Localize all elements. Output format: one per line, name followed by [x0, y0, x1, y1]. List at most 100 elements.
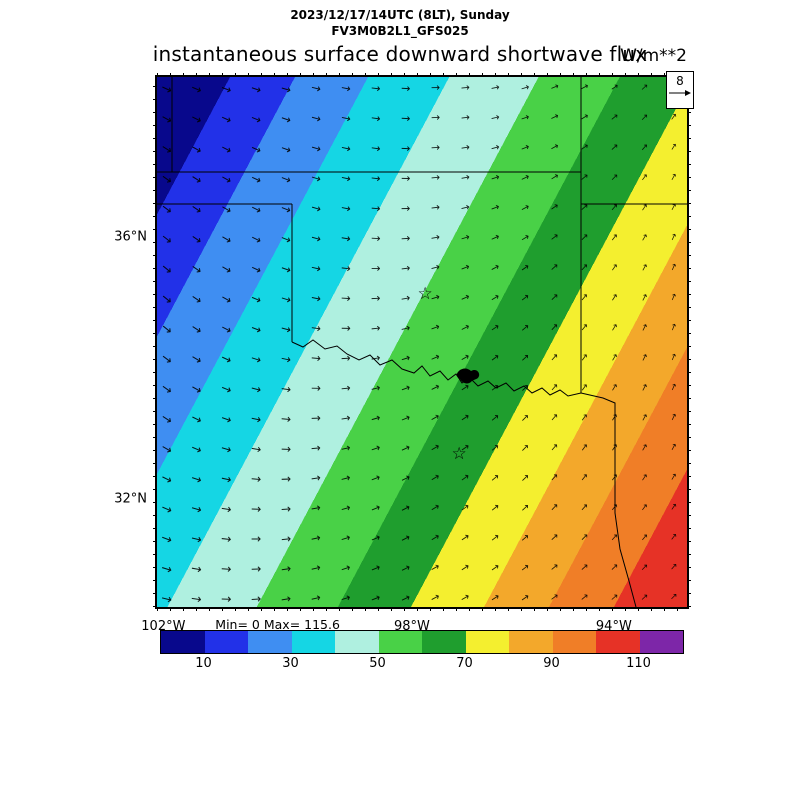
- wind-arrow: →: [578, 170, 592, 185]
- colorbar-segment: [596, 631, 640, 653]
- wind-arrow: →: [460, 110, 471, 125]
- wind-arrow: →: [398, 560, 413, 577]
- wind-arrow: →: [370, 80, 382, 96]
- wind-arrow: →: [159, 560, 174, 579]
- wind-arrow: →: [488, 320, 503, 336]
- wind-arrow: →: [370, 170, 382, 186]
- colorbar-segment: [552, 631, 596, 653]
- wind-arrow: →: [638, 201, 652, 214]
- wind-arrow: →: [548, 80, 562, 95]
- wind-arrow: →: [309, 470, 322, 486]
- wind-arrow: →: [668, 411, 681, 423]
- wind-arrow: →: [457, 499, 473, 516]
- wind-arrow: →: [489, 141, 502, 155]
- wind-arrow: →: [638, 80, 652, 95]
- wind-arrow: →: [339, 200, 353, 216]
- wind-arrow: →: [280, 561, 293, 577]
- wind-arrow: →: [188, 169, 206, 188]
- wind-arrow: →: [400, 261, 412, 276]
- wind-arrow: →: [189, 530, 204, 548]
- wind-arrow: →: [340, 380, 352, 396]
- wind-arrow: →: [547, 410, 562, 425]
- wind-arrow: →: [370, 230, 381, 246]
- wind-arrow: →: [218, 259, 235, 278]
- wind-arrow: →: [578, 200, 592, 215]
- wind-arrow: →: [518, 170, 532, 186]
- wind-arrow: →: [577, 260, 592, 275]
- colorbar-tick-label: 70: [456, 656, 473, 671]
- header-datetime: 2023/12/17/14UTC (8LT), Sunday: [290, 8, 510, 22]
- wind-arrow: →: [249, 380, 263, 398]
- wind-arrow: →: [460, 80, 471, 95]
- wind-arrow: →: [248, 110, 264, 128]
- wind-arrow: →: [279, 320, 293, 338]
- wind-arrow: →: [457, 409, 473, 426]
- colorbar-tick-label: 50: [369, 656, 386, 671]
- wind-arrow: →: [488, 410, 503, 426]
- wind-arrow: →: [578, 80, 592, 95]
- colorbar-tick-label: 90: [543, 656, 560, 671]
- wind-arrow: →: [430, 170, 441, 185]
- wind-arrow: →: [157, 200, 176, 219]
- wind-arrow: →: [250, 471, 262, 487]
- wind-arrow: →: [339, 440, 352, 456]
- wind-arrow: →: [668, 590, 681, 604]
- wind-arrow: →: [248, 260, 264, 278]
- wind-arrow: →: [400, 141, 411, 156]
- wind-arrow: →: [488, 290, 503, 306]
- wind-arrow: →: [547, 470, 562, 485]
- wind-arrow: →: [577, 351, 592, 365]
- wind-arrow: →: [668, 291, 681, 303]
- wind-arrow: →: [398, 500, 413, 517]
- wind-arrow: →: [188, 319, 206, 338]
- wind-arrow: →: [638, 381, 652, 394]
- wind-arrow: →: [518, 530, 533, 546]
- wind-arrow: →: [278, 140, 294, 158]
- wind-arrow: →: [668, 531, 681, 544]
- wind-arrow: →: [310, 380, 322, 396]
- axis-ticks-left: [153, 77, 157, 607]
- wind-arrow: →: [638, 560, 652, 575]
- wind-arrow: →: [188, 409, 205, 428]
- y-axis-label: 32°N: [114, 491, 147, 507]
- page-title: instantaneous surface downward shortwave…: [152, 42, 648, 66]
- wind-reference-value: 8: [676, 74, 684, 88]
- wind-arrow: →: [309, 290, 323, 306]
- colorbar: [160, 630, 684, 654]
- wind-arrow: →: [189, 499, 204, 518]
- wind-arrow: →: [310, 320, 322, 336]
- wind-arrow: →: [219, 409, 234, 428]
- wind-arrow: →: [338, 559, 353, 577]
- wind-arrow: →: [339, 410, 352, 426]
- wind-arrow: →: [368, 499, 383, 517]
- colorbar-tick-label: 10: [195, 656, 212, 671]
- wind-arrow: →: [157, 440, 175, 459]
- wind-arrow: →: [280, 381, 293, 397]
- wind-arrow: →: [547, 500, 562, 515]
- wind-arrow: →: [370, 290, 381, 306]
- wind-arrow: →: [668, 471, 681, 484]
- wind-arrow: →: [457, 589, 473, 606]
- wind-arrow: →: [248, 170, 264, 188]
- wind-arrow: →: [518, 320, 533, 336]
- wind-arrow: →: [370, 110, 382, 126]
- wind-arrow: →: [489, 200, 502, 216]
- axis-ticks-right: [687, 77, 691, 607]
- wind-arrow: →: [310, 440, 322, 456]
- wind-arrow: →: [340, 320, 351, 336]
- wind-arrow: →: [157, 320, 176, 339]
- wind-arrow: →: [428, 379, 443, 396]
- wind-arrow: →: [489, 111, 501, 125]
- wind-arrow: →: [339, 170, 353, 186]
- wind-arrow: →: [399, 291, 412, 306]
- wind-arrow: →: [607, 441, 622, 455]
- wind-arrow: →: [457, 559, 473, 576]
- wind-arrow: →: [608, 140, 622, 155]
- wind-arrow: →: [638, 441, 652, 454]
- wind-arrow: →: [517, 380, 533, 396]
- colorbar-segment: [291, 631, 335, 653]
- wind-arrow: →: [607, 351, 622, 364]
- wind-arrow: →: [607, 501, 622, 515]
- wind-arrow: →: [368, 559, 383, 577]
- city-star-marker: ☆: [417, 283, 433, 304]
